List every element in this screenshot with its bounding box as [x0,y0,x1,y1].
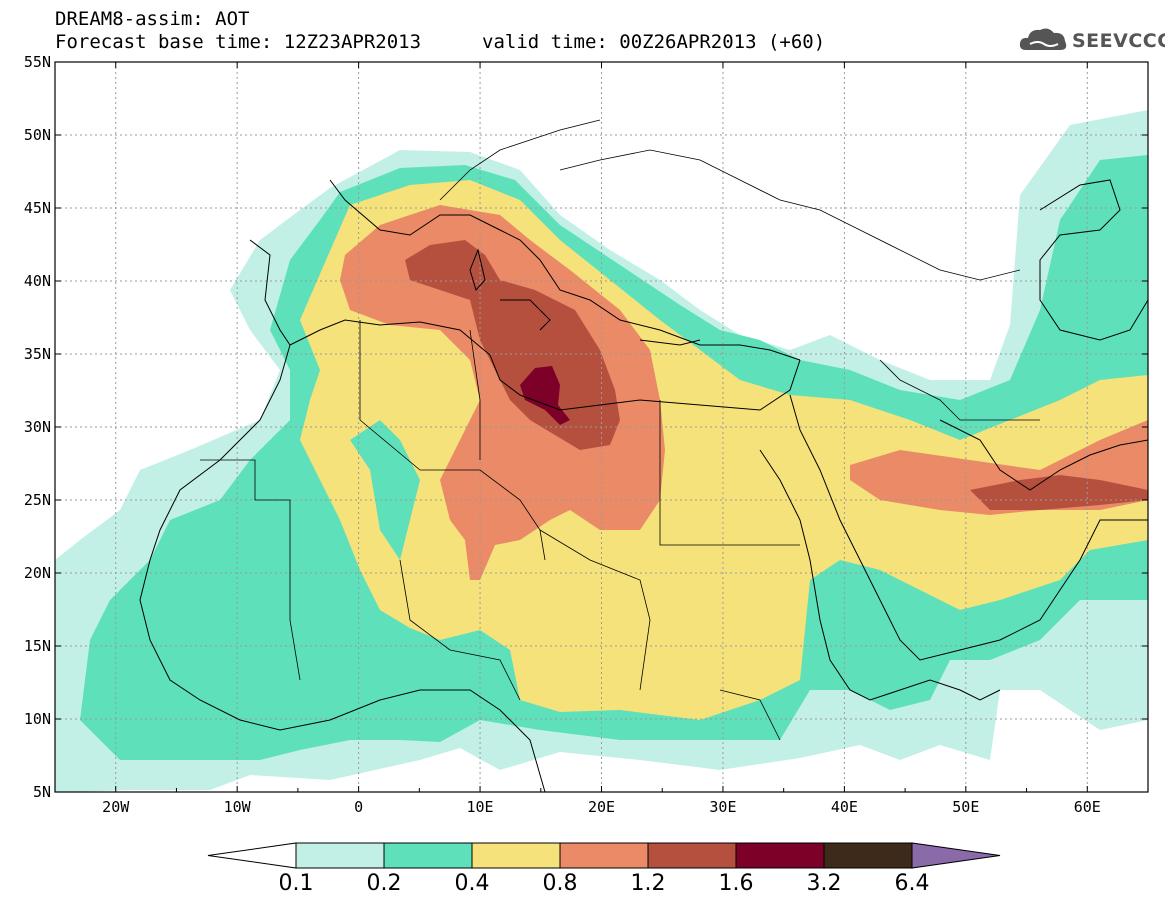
axis-ticks [54,61,1149,793]
colorbar-label: 0.4 [454,871,490,896]
colorbar [207,842,1001,869]
lon-label: 20W [102,798,130,816]
lat-label: 30N [24,418,51,436]
lon-label: 40E [831,798,858,816]
map-title: DREAM8-assim: AOT [55,8,250,30]
valid-time: valid time: 00Z26APR2013 (+60) [482,31,826,53]
lon-label: 0 [354,798,363,816]
aot-contour-1.6 [520,366,570,425]
lon-label: 60E [1074,798,1101,816]
logo-text: SEEVCCC [1072,30,1165,52]
aot-field [55,62,1148,792]
colorbar-arrow-low [207,842,297,869]
lat-label: 55N [24,53,51,71]
lon-label: 50E [952,798,979,816]
colorbar-segment [471,842,561,869]
graticule [55,62,1148,792]
coastlines [139,179,1148,792]
colorbar-segment [823,842,913,869]
colorbar-label: 0.2 [366,871,402,896]
colorbar-segment [647,842,737,869]
colorbar-label: 0.1 [278,871,314,896]
lat-label: 15N [24,637,51,655]
colorbar-segment [559,842,649,869]
colorbar-segment [383,842,473,869]
lon-label: 10W [224,798,252,816]
colorbar-segment [295,842,385,869]
colorbar-segment [735,842,825,869]
colorbar-label: 0.8 [542,871,578,896]
lat-label: 5N [33,783,51,801]
aot-contour-1.2 [405,240,1148,510]
lat-label: 20N [24,564,51,582]
cloud-icon [1019,28,1067,50]
lat-label: 45N [24,199,51,217]
colorbar-label: 1.6 [718,871,754,896]
lon-label: 30E [709,798,736,816]
lon-label: 10E [467,798,494,816]
latitude-labels: 55N 50N 45N 40N 35N 30N 25N 20N 15N 10N 5N [24,53,51,801]
lon-label: 20E [588,798,615,816]
colorbar-label: 3.2 [806,871,842,896]
lat-label: 35N [24,345,51,363]
colorbar-label: 1.2 [630,871,666,896]
forecast-base-time: Forecast base time: 12Z23APR2013 [55,31,422,53]
seevccc-logo: SEEVCCC [1018,24,1165,56]
lat-label: 50N [24,126,51,144]
country-borders [200,119,1040,741]
colorbar-arrow-high [911,842,1001,869]
colorbar-label: 6.4 [894,871,930,896]
lat-label: 10N [24,710,51,728]
lat-label: 40N [24,272,51,290]
longitude-labels: 20W 10W 0 10E 20E 30E 40E 50E 60E [102,798,1101,816]
lat-label: 25N [24,491,51,509]
